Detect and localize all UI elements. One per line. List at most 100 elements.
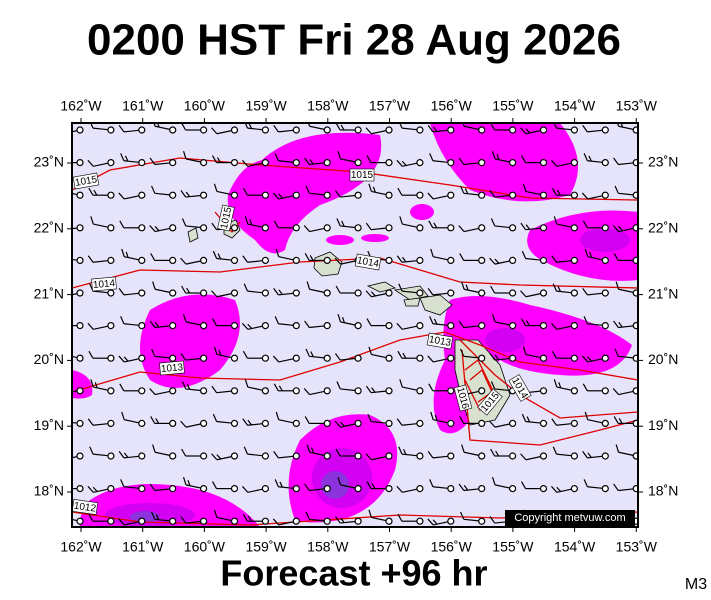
barb-flag [151,185,156,194]
barb-station [76,159,84,167]
barb-flag [615,123,620,127]
barb-shaft [340,423,356,428]
barb-shaft [618,192,634,196]
barb-flag [491,476,496,486]
barb-flag [273,287,279,296]
barb-flag [370,291,376,297]
barb-flag [88,513,94,522]
wind-barb [243,123,269,134]
barb-station [169,354,177,362]
isobar-label: 1016 [453,384,473,412]
barb-flag [303,388,311,395]
wind-barb [337,150,362,167]
barb-station [632,419,638,427]
barb-station [354,452,362,460]
barb-station [508,322,517,330]
barb-flag [213,183,218,192]
barb-flag [396,322,403,330]
wind-barb [242,350,269,362]
isobar-label-box [453,384,473,412]
wind-barb [551,187,579,199]
wind-barb [180,516,208,525]
barb-shaft [371,456,387,461]
barb-shaft [371,130,387,135]
wind-barb [72,322,84,330]
wind-barb [72,387,84,395]
barb-station [508,224,517,232]
barb-shaft [247,260,263,263]
barb-shaft [72,420,78,424]
wind-barb [118,287,146,297]
barb-flag [427,124,434,133]
barb-shaft [618,162,634,166]
barb-station [570,191,579,199]
barb-flag [180,190,187,198]
wind-barb [428,383,455,395]
isobar-label-box [72,499,99,515]
barb-flag [118,450,125,459]
barb-flag [366,318,372,326]
barb-station [169,224,177,232]
barb-flag [550,485,558,493]
barb-flag [553,379,558,388]
wind-barb [613,416,638,427]
barb-station [354,517,362,525]
barb-flag [311,447,315,454]
wind-barb [151,185,177,199]
wind-barb [552,123,579,134]
wind-barb [553,216,579,232]
barb-shaft [247,423,263,426]
barb-flag [241,159,249,167]
barb-flag [584,411,589,420]
barb-flag [124,155,129,162]
barb-flag [556,189,561,196]
barb-shaft [587,323,603,326]
wind-barb [366,318,393,330]
barb-station [138,256,146,264]
barb-flag [525,224,531,230]
wind-barb [521,413,548,427]
barb-shaft [309,325,325,329]
lon-label-bottom: 161˚W [122,539,164,555]
barb-flag [152,123,156,127]
barb-shaft [247,386,263,391]
barb-flag [151,511,156,520]
barb-flag [340,517,345,524]
barb-flag [496,153,500,160]
barb-flag [213,509,218,518]
barb-station [138,224,146,232]
barb-shaft [587,195,603,200]
barb-flag [309,255,314,261]
barb-station [478,485,486,493]
wind-barb [87,322,115,330]
barb-station [107,224,115,232]
barb-flag [428,220,434,229]
wind-barb [149,224,177,233]
barb-flag [365,222,372,231]
barb-flag [525,320,531,326]
barb-flag [89,446,94,455]
barb-flag [366,481,372,489]
barb-flag [211,481,218,489]
barb-station [539,354,548,362]
barb-station [107,289,115,297]
barb-shaft [463,451,479,456]
barb-flag [613,320,619,328]
wind-barb [582,287,609,297]
barb-flag [274,316,279,324]
barb-station [416,126,424,134]
barb-station [539,452,548,460]
barb-flag [152,281,156,290]
barb-flag [371,483,376,489]
barb-flag [58,184,63,192]
barb-shaft [587,256,603,261]
wind-barb [120,153,146,167]
barb-flag [273,124,279,133]
barb-flag [216,454,222,460]
barb-shaft [340,484,356,489]
wind-barb [213,346,239,362]
barb-station [416,159,424,167]
wind-barb [365,452,393,461]
isobar-label: 1015 [217,204,235,232]
barb-station [354,419,362,427]
